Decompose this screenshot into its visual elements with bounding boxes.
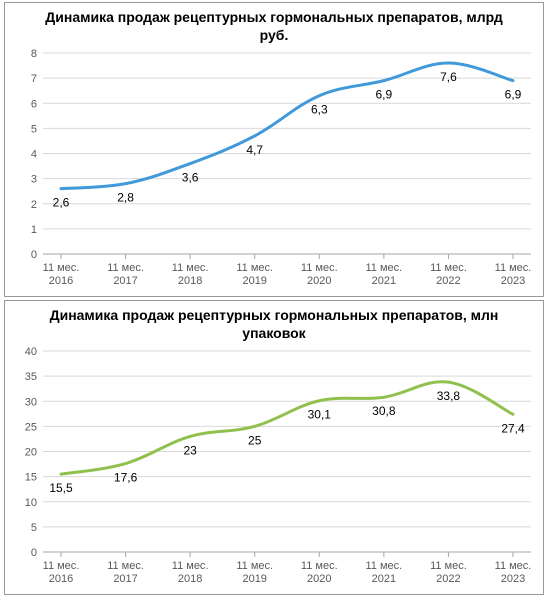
bottom-chart-ytick-label: 5 [31, 522, 37, 534]
top-chart-x-label: 11 мес. 2018 [158, 262, 223, 287]
top-chart-x-label: 11 мес. 2016 [29, 262, 94, 287]
top-chart-data-label: 6,9 [505, 88, 522, 102]
bottom-chart-plot: 051015202530354015,517,6232530,130,833,8… [43, 351, 531, 552]
top-chart-x-label: 11 мес. 2020 [287, 262, 352, 287]
bottom-chart-x-label: 11 мес. 2016 [29, 560, 94, 585]
bottom-chart-title: Динамика продаж рецептурных гормональных… [5, 307, 543, 342]
bottom-chart-data-label: 25 [248, 433, 262, 447]
bottom-chart-ytick-label: 25 [25, 421, 37, 433]
bottom-chart-ytick-label: 35 [25, 371, 37, 383]
top-chart-data-label: 2,6 [53, 196, 70, 210]
bottom-chart-ytick-label: 15 [25, 472, 37, 484]
top-chart-ytick-label: 1 [31, 224, 37, 236]
top-chart-panel: Динамика продаж рецептурных гормональных… [4, 2, 544, 297]
bottom-chart-x-label: 11 мес. 2021 [352, 560, 417, 585]
top-chart-title: Динамика продаж рецептурных гормональных… [5, 9, 543, 44]
page: Динамика продаж рецептурных гормональных… [0, 0, 548, 600]
bottom-chart-data-label: 23 [183, 443, 197, 457]
top-chart-ytick-label: 7 [31, 73, 37, 85]
top-chart-x-label: 11 мес. 2019 [222, 262, 287, 287]
bottom-chart-ytick-label: 40 [25, 346, 37, 358]
bottom-chart-ytick-label: 10 [25, 497, 37, 509]
bottom-chart-x-label: 11 мес. 2022 [416, 560, 481, 585]
top-chart-ytick-label: 6 [31, 98, 37, 110]
top-chart-x-label: 11 мес. 2023 [481, 262, 546, 287]
top-chart-data-label: 6,9 [376, 88, 393, 102]
top-chart-svg: 0123456782,62,83,64,76,36,97,66,9 [43, 53, 531, 254]
bottom-chart-data-label: 33,8 [437, 389, 461, 403]
top-chart-x-label: 11 мес. 2022 [416, 262, 481, 287]
top-chart-x-label: 11 мес. 2021 [352, 262, 417, 287]
top-chart-ytick-label: 5 [31, 123, 37, 135]
bottom-chart-ytick-label: 20 [25, 447, 37, 459]
top-chart-data-label: 4,7 [246, 143, 263, 157]
bottom-chart-svg: 051015202530354015,517,6232530,130,833,8… [43, 351, 531, 552]
top-chart-data-label: 3,6 [182, 171, 199, 185]
bottom-chart-x-label: 11 мес. 2018 [158, 560, 223, 585]
bottom-chart-x-label: 11 мес. 2019 [222, 560, 287, 585]
bottom-chart-data-label: 17,6 [114, 471, 138, 485]
top-chart-ytick-label: 3 [31, 174, 37, 186]
bottom-chart-data-label: 27,4 [501, 421, 525, 435]
bottom-chart-x-label: 11 мес. 2020 [287, 560, 352, 585]
top-chart-ytick-label: 2 [31, 199, 37, 211]
top-chart-ytick-label: 8 [31, 48, 37, 60]
top-chart-x-label: 11 мес. 2017 [93, 262, 158, 287]
bottom-chart-x-label: 11 мес. 2023 [481, 560, 546, 585]
top-chart-plot: 0123456782,62,83,64,76,36,97,66,911 мес.… [43, 53, 531, 254]
bottom-chart-panel: Динамика продаж рецептурных гормональных… [4, 300, 544, 595]
bottom-chart-ytick-label: 30 [25, 396, 37, 408]
top-chart-data-label: 2,8 [117, 191, 134, 205]
top-chart-ytick-label: 4 [31, 149, 37, 161]
bottom-chart-data-label: 15,5 [49, 481, 73, 495]
top-chart-data-label: 7,6 [440, 70, 457, 84]
bottom-chart-data-label: 30,8 [372, 404, 396, 418]
bottom-chart-data-label: 30,1 [308, 408, 332, 422]
bottom-chart-x-label: 11 мес. 2017 [93, 560, 158, 585]
top-chart-ytick-label: 0 [31, 249, 37, 261]
bottom-chart-ytick-label: 0 [31, 547, 37, 559]
top-chart-data-label: 6,3 [311, 103, 328, 117]
